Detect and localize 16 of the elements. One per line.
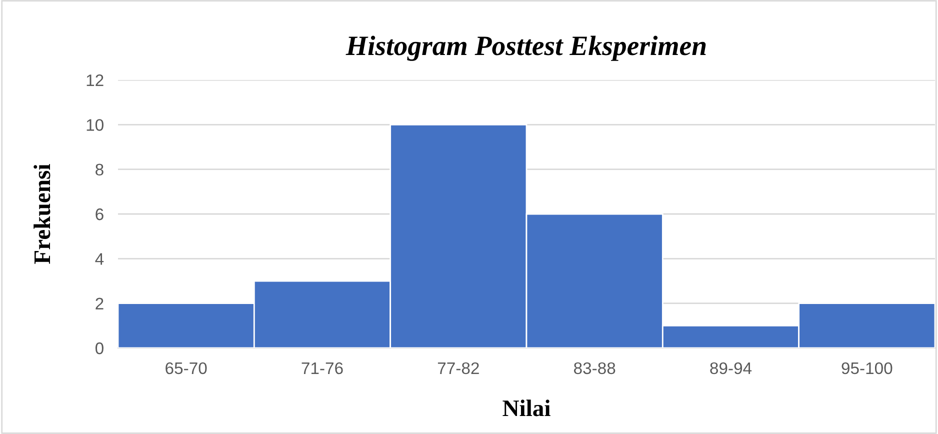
x-tick-label: 89-94 [710,362,752,374]
y-tick-label: 12 [86,74,104,86]
x-tick-label: 71-76 [302,362,343,374]
y-axis-title: Frekuensi [34,164,50,264]
y-tick-label: 2 [96,298,104,310]
y-tick-label: 6 [96,208,104,220]
x-tick-label: 77-82 [438,362,479,374]
x-tick-label: 83-88 [574,362,616,374]
chart-title: Histogram Posttest Eksperimen [346,36,706,61]
y-tick-label: 8 [96,164,104,176]
y-tick-label: 0 [95,342,104,354]
x-axis-title: Nilai [502,400,550,416]
y-tick-label: 10 [86,119,104,131]
x-tick-label: 95-100 [842,362,892,374]
y-tick-label: 4 [95,253,104,265]
x-tick-label: 65-70 [166,362,207,374]
